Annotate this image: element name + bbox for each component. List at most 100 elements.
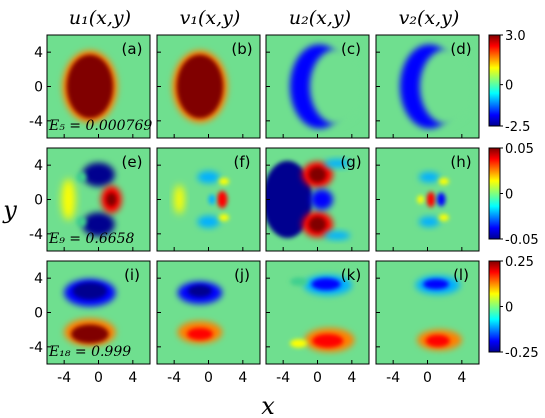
y-tick-label: 4 <box>34 271 43 287</box>
heatmap-blob <box>426 191 436 208</box>
heatmap-blob <box>417 195 425 204</box>
y-tick-label: 4 <box>34 45 43 61</box>
heatmap-blob <box>197 171 220 184</box>
heatmap-blob <box>438 214 449 221</box>
column-title-u2: u₂(x,y) <box>289 7 351 29</box>
heatmap-blob <box>82 162 115 187</box>
heatmap-blob <box>218 178 230 185</box>
y-tick-label: -4 <box>29 340 43 356</box>
x-tick-label: -4 <box>276 370 290 386</box>
y-tick-label: -4 <box>29 227 43 243</box>
heatmap-blob <box>310 189 333 210</box>
energy-annotation: E₉ = 0.6658 <box>48 231 135 247</box>
panel-g: (g) <box>265 147 370 252</box>
colorbar-tick-label: -0.25 <box>505 346 539 361</box>
panel-label: (b) <box>231 40 252 58</box>
heatmap-blob <box>174 184 185 215</box>
panel-label: (a) <box>122 40 143 58</box>
heatmap-blob <box>208 194 216 205</box>
panel-label: (j) <box>234 266 250 284</box>
heatmap-blob <box>61 178 76 221</box>
colorbar-tick-label: 0 <box>505 301 513 316</box>
column-title-v1: v₁(x,y) <box>180 7 241 29</box>
y-tick-label: 0 <box>34 193 43 209</box>
column-title-u1: u₁(x,y) <box>69 7 131 29</box>
panel-label: (l) <box>453 266 469 284</box>
panel-h: (h) <box>375 147 480 252</box>
panel-e: (e) 4 0 -4 E₉ = 0.6658 <box>29 147 151 252</box>
heatmap-blob <box>106 192 117 207</box>
x-axis-label: x <box>261 392 275 418</box>
y-tick-label: -4 <box>29 114 43 130</box>
heatmap-blob <box>218 214 230 221</box>
panel-label: (k) <box>341 266 361 284</box>
panel-label: (c) <box>341 40 361 58</box>
panel-c: (c) <box>265 34 370 139</box>
energy-annotation: E₁₈ = 0.999 <box>48 344 131 360</box>
colorbar-gradient <box>488 260 501 353</box>
heatmap-blob <box>436 192 446 207</box>
heatmap-blob <box>425 334 450 347</box>
heatmap-blob <box>324 231 351 240</box>
panel-l: (l) -4 0 4 <box>375 260 480 386</box>
y-tick-label: 4 <box>34 158 43 174</box>
heatmap-blob <box>197 215 220 228</box>
heatmap-blob <box>312 333 344 348</box>
heatmap-blob <box>324 159 351 168</box>
x-tick-label: -4 <box>386 370 400 386</box>
heatmap-blob <box>419 48 475 125</box>
colorbar-tick-label: 0 <box>505 79 513 94</box>
heatmap-blob <box>76 172 87 183</box>
panel-label: (i) <box>124 266 140 284</box>
x-tick-label: 4 <box>457 370 466 386</box>
heatmap-blob <box>290 339 308 348</box>
colorbar-tick-label: 0 <box>505 188 513 203</box>
colorbar-row-3: 0.25 0 -0.25 <box>488 255 539 361</box>
panel-label: (g) <box>340 153 361 171</box>
x-tick-label: 0 <box>423 370 432 386</box>
panel-label: (e) <box>122 153 143 171</box>
panel-background <box>47 261 150 364</box>
heatmap-blob <box>187 327 213 340</box>
panel-background <box>157 261 260 364</box>
column-title-v2: v₂(x,y) <box>399 7 460 29</box>
colorbar-row-1: 3.0 0 -2.5 <box>488 29 530 135</box>
panel-label: (h) <box>450 153 471 171</box>
heatmap-blob <box>71 324 109 344</box>
energy-annotation: E₅ = 0.000769 <box>48 118 152 134</box>
heatmap-blob <box>438 178 449 185</box>
panel-a: (a) 4 0 -4 E₅ = 0.000769 <box>29 34 152 139</box>
x-tick-label: 0 <box>313 370 322 386</box>
colorbar-tick-label: 3.0 <box>505 29 526 44</box>
x-tick-label: -4 <box>57 370 71 386</box>
x-tick-label: -4 <box>167 370 181 386</box>
x-tick-label: 4 <box>347 370 356 386</box>
colorbar-tick-label: 0.25 <box>505 255 534 270</box>
panel-d: (d) <box>375 34 480 139</box>
heatmap-blob <box>309 48 365 125</box>
colorbar-tick-label: -0.05 <box>505 233 539 248</box>
heatmap-blob <box>187 285 212 298</box>
heatmap-blob <box>308 166 327 183</box>
y-axis-label: y <box>2 196 17 224</box>
x-tick-label: 4 <box>128 370 137 386</box>
panel-label: (d) <box>450 40 471 58</box>
colorbar-tick-label: 0.05 <box>505 142 534 157</box>
panel-k: (k) -4 0 4 <box>265 260 370 386</box>
heatmap-blob <box>72 282 108 300</box>
heatmap-blob <box>308 216 327 233</box>
heatmap-blob <box>423 279 449 290</box>
y-tick-label: 0 <box>34 80 43 96</box>
colorbar-tick-label: -2.5 <box>505 120 530 135</box>
heatmap-blob <box>418 216 440 227</box>
heatmap-blob <box>418 172 440 183</box>
colorbar-gradient <box>488 34 501 127</box>
heatmap-blob <box>217 190 228 209</box>
y-tick-label: 0 <box>34 306 43 322</box>
colorbar-row-2: 0.05 0 -0.05 <box>488 142 539 248</box>
x-tick-label: 0 <box>94 370 103 386</box>
panel-b: (b) <box>156 34 261 139</box>
panel-j: (j) -4 0 4 <box>156 260 261 386</box>
x-tick-label: 0 <box>204 370 213 386</box>
